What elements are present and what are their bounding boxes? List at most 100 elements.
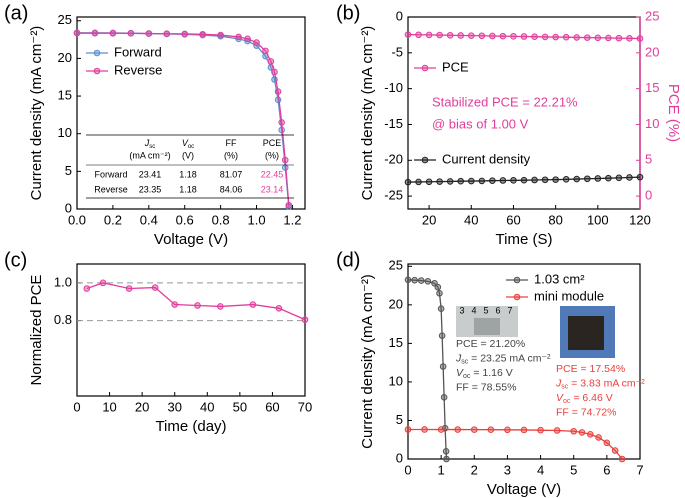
data-point <box>415 31 422 39</box>
annotation-text: = 3.83 mA cm⁻² <box>568 377 645 389</box>
data-point <box>562 176 570 183</box>
data-point <box>442 447 450 455</box>
x-tick-label: 0.4 <box>140 212 158 227</box>
data-point <box>262 47 269 55</box>
table-cell: 23.35 <box>139 184 162 194</box>
data-point <box>586 431 594 438</box>
table-cell: 22.45 <box>261 169 284 179</box>
annotation-subscript: sc <box>461 358 469 365</box>
x-tick-label: 0.2 <box>104 212 122 227</box>
x-tick-label: 0 <box>404 462 411 477</box>
data-point <box>636 173 644 181</box>
data-point <box>552 33 559 41</box>
table-cell: 23.14 <box>261 184 284 194</box>
x-tick-label: 3 <box>504 462 511 477</box>
annotation: Voc = 6.46 V <box>556 392 613 405</box>
table-header: Voc <box>182 138 194 149</box>
y-tick-label: 15 <box>389 335 403 350</box>
annotation-symbol: V <box>456 367 464 379</box>
y-tick-label: 20 <box>58 50 72 65</box>
y-axis-label: Current density (mA cm⁻²) <box>28 26 45 201</box>
data-point <box>499 177 507 184</box>
data-point <box>615 174 623 182</box>
table-cell: Forward <box>94 169 127 179</box>
data-point <box>615 34 623 42</box>
x-tick-label: 10 <box>102 399 116 414</box>
data-point <box>275 305 283 312</box>
series-line <box>407 176 641 183</box>
data-point <box>404 178 412 186</box>
data-point <box>99 279 107 287</box>
data-point <box>467 32 475 39</box>
series-line <box>407 33 641 40</box>
data-point <box>151 284 159 291</box>
x-axis-label: Time (day) <box>155 418 226 435</box>
y-axis-label: Normalized PCE <box>28 275 45 386</box>
annotation-subscript: oc <box>563 398 571 405</box>
annotation: Stabilized PCE = 22.21% <box>432 94 578 109</box>
data-point <box>127 30 135 37</box>
annotation-symbol: V <box>556 392 564 404</box>
x-tick-label: 1.2 <box>283 212 301 227</box>
y2-tick-label: 10 <box>645 116 659 131</box>
x-tick-label: 1 <box>438 462 445 477</box>
data-point <box>510 177 517 184</box>
table-header-unit: (%) <box>265 150 279 160</box>
data-point <box>421 426 428 433</box>
y-tick-label: 5 <box>65 163 72 178</box>
data-point <box>457 32 465 39</box>
table-header: FF <box>226 138 237 148</box>
x-tick-label: 0 <box>73 399 80 414</box>
table-cell: 84.06 <box>220 184 243 194</box>
data-point <box>436 289 443 297</box>
y-tick-label: 0 <box>65 200 72 215</box>
legend-marker <box>93 67 101 75</box>
y-axis-label: Current density (mA cm⁻²) <box>359 26 376 201</box>
data-point <box>83 285 91 292</box>
data-point <box>583 175 591 183</box>
data-point <box>404 276 412 284</box>
y-tick-label: -15 <box>384 116 403 131</box>
data-point <box>281 156 289 164</box>
y-tick-label: 25 <box>389 258 403 273</box>
data-point <box>267 58 275 65</box>
data-point <box>618 455 626 463</box>
data-point <box>457 177 465 185</box>
x-tick-label: 5 <box>570 462 577 477</box>
data-point <box>437 305 445 313</box>
data-point <box>626 174 633 181</box>
table-header-subscript: sc <box>149 144 155 150</box>
data-point <box>404 426 412 433</box>
data-point <box>520 33 528 40</box>
data-point <box>537 426 544 434</box>
data-point <box>573 175 581 183</box>
annotation-symbol: J <box>555 377 562 389</box>
panel-label: (a) <box>4 2 28 24</box>
x-tick-label: 20 <box>422 212 436 227</box>
data-point <box>603 439 611 447</box>
annotation-text: = 6.46 V <box>570 392 612 404</box>
data-point <box>194 302 201 309</box>
data-point <box>541 176 549 184</box>
photo-cell <box>474 318 500 335</box>
annotation-symbol: J <box>455 352 462 364</box>
y-tick-label: -5 <box>391 44 403 59</box>
x-tick-label: 80 <box>548 212 562 227</box>
x-tick-label: 100 <box>587 212 609 227</box>
data-point <box>520 176 528 184</box>
panel-label: (d) <box>336 249 360 271</box>
annotation: FF = 74.72% <box>556 406 616 418</box>
photo-scale-label: 5 <box>483 305 488 315</box>
data-point <box>605 174 612 182</box>
x-tick-label: 6 <box>603 462 610 477</box>
data-point <box>437 426 445 433</box>
data-point <box>594 175 602 182</box>
data-point <box>504 426 511 434</box>
series-line <box>77 32 290 206</box>
annotation: Jsc = 3.83 mA cm⁻² <box>555 377 645 390</box>
table-header-symbol: FF <box>226 138 237 148</box>
y2-tick-label: 0 <box>645 188 652 203</box>
legend-label: Reverse <box>114 62 162 77</box>
data-point <box>235 33 242 41</box>
data-point <box>301 316 309 323</box>
